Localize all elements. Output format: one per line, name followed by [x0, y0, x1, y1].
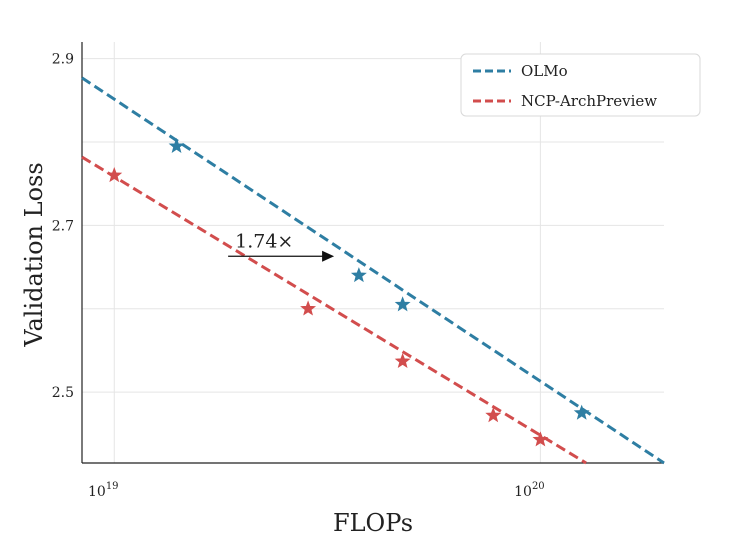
annotation-label: 1.74×	[235, 230, 293, 252]
series-0-point-3	[573, 404, 590, 420]
series-1-point-1	[300, 300, 317, 316]
legend-label-1: NCP-ArchPreview	[521, 92, 657, 110]
series-0-point-1	[350, 267, 367, 283]
x-tick-label-0: 1019	[88, 481, 119, 500]
y-tick-label-0: 2.5	[52, 385, 74, 401]
series-layer	[81, 76, 665, 465]
y-tick-label-2: 2.9	[52, 52, 74, 68]
x-axis-label: FLOPs	[333, 509, 413, 537]
series-1-point-4	[532, 431, 549, 447]
x-tick-label-1: 1020	[514, 481, 545, 500]
series-1-point-2	[394, 352, 411, 369]
y-tick-label-1: 2.7	[52, 218, 74, 234]
series-1-point-3	[485, 407, 502, 423]
axes	[81, 42, 664, 464]
legend-box	[460, 53, 701, 117]
annotation: 1.74×	[228, 230, 335, 262]
y-axis-label: Validation Loss	[20, 162, 48, 347]
series-1-point-0	[106, 167, 123, 183]
legend-label-0: OLMo	[521, 62, 568, 80]
x-tick-base-1: 10	[514, 484, 532, 500]
series-0-fit-line	[81, 76, 665, 465]
series-1	[81, 155, 587, 465]
series-0	[81, 76, 665, 465]
series-0-point-0	[168, 137, 185, 153]
annotation-arrow-head	[322, 250, 335, 262]
series-1-fit-line	[81, 155, 587, 465]
x-tick-exp-0: 19	[106, 481, 119, 492]
x-tick-exp-1: 20	[532, 481, 545, 492]
legend: OLMo NCP-ArchPreview	[460, 53, 701, 117]
series-0-point-2	[394, 296, 411, 312]
x-tick-base-0: 10	[88, 484, 106, 500]
